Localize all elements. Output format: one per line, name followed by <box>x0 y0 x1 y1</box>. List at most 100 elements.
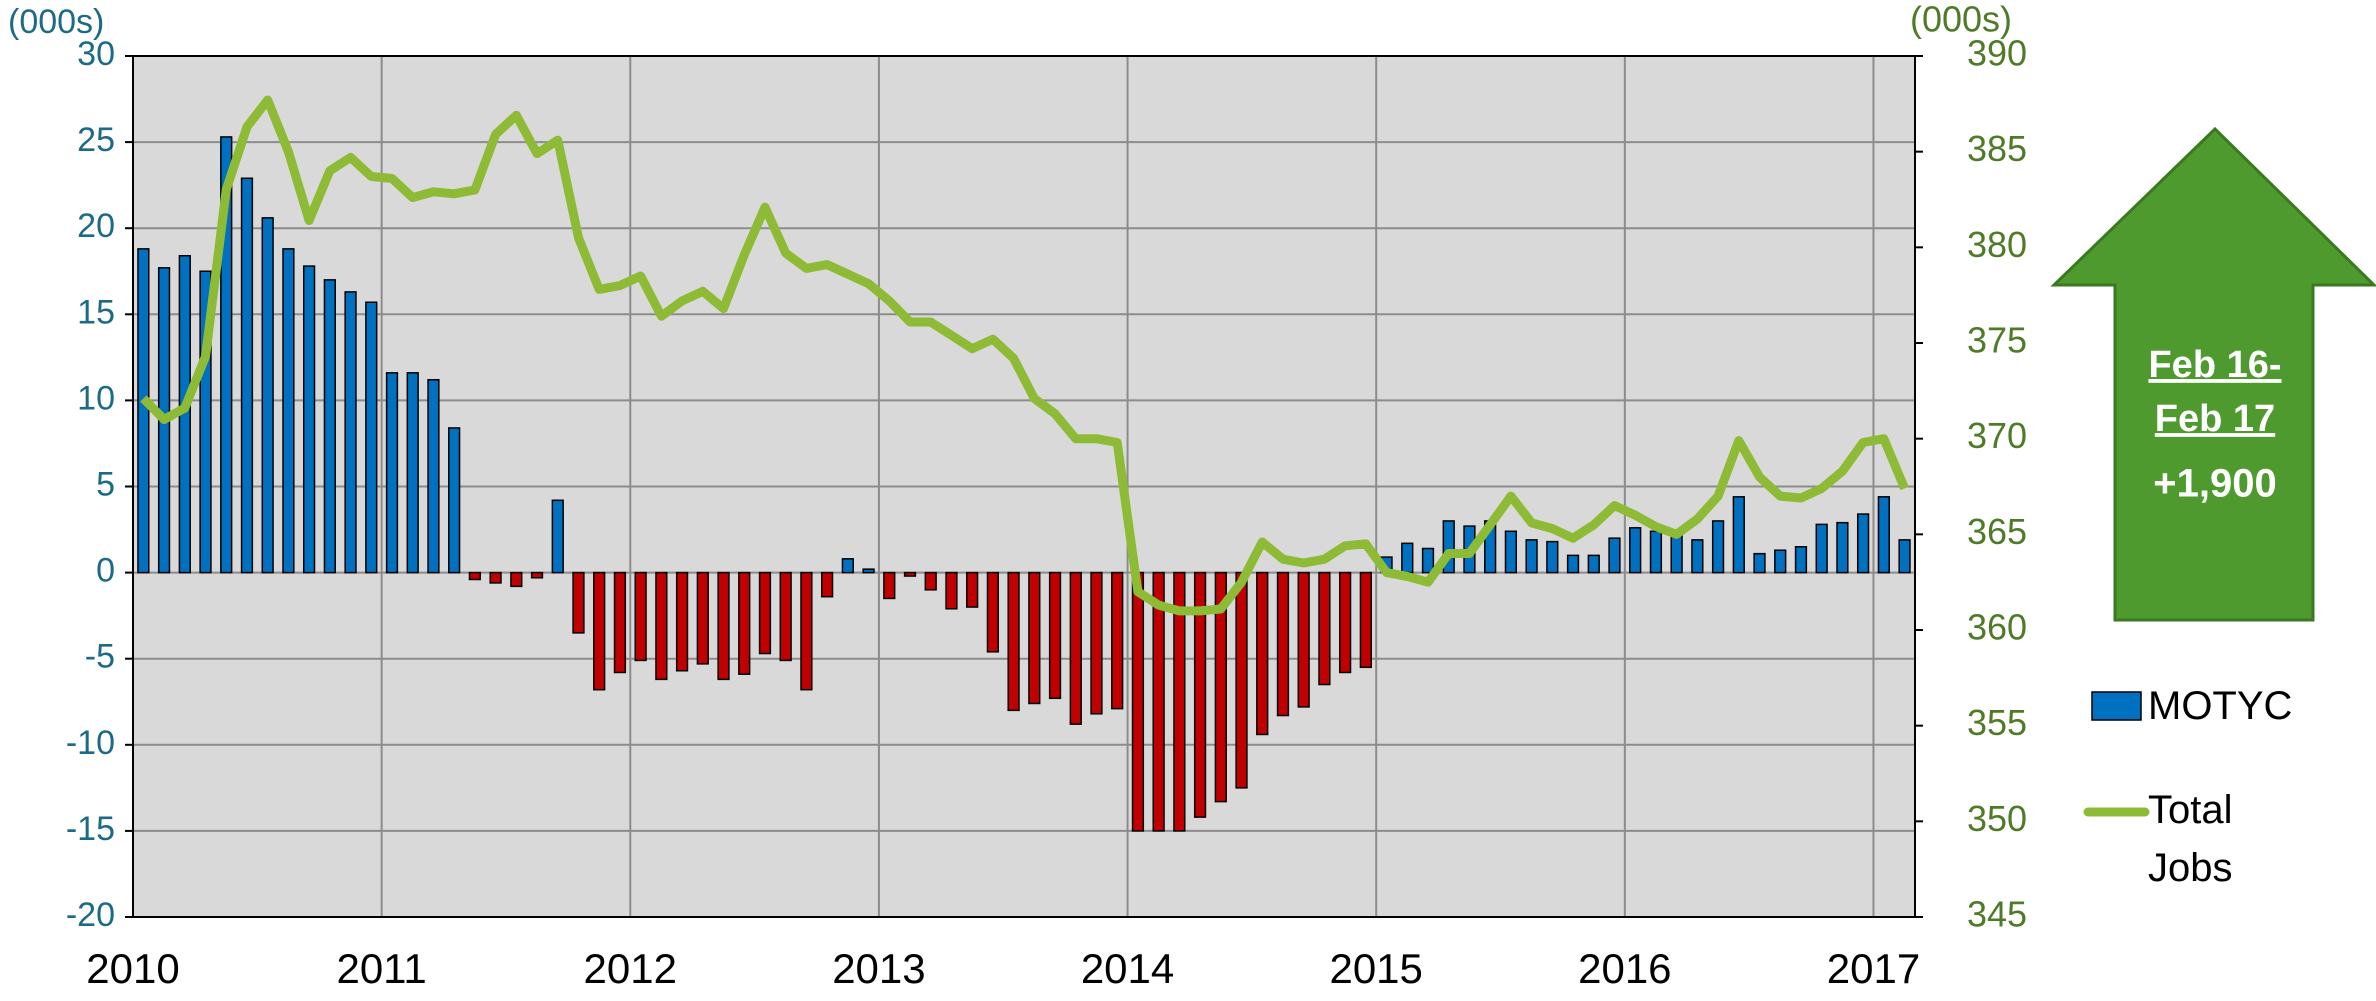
bar <box>1131 571 1145 832</box>
bar <box>240 177 254 574</box>
line <box>140 95 1909 616</box>
bar <box>1836 521 1849 574</box>
bar <box>593 571 606 691</box>
y2-tick-label: 385 <box>1967 128 2027 169</box>
bar <box>1898 539 1911 574</box>
bar <box>1111 571 1124 710</box>
bar <box>199 270 212 574</box>
bar <box>448 427 461 574</box>
x-tick-label: 2017 <box>1827 945 1920 992</box>
arrow <box>2050 126 2376 622</box>
bar <box>738 571 751 675</box>
bar <box>489 571 502 584</box>
y2-tick-label: 350 <box>1967 798 2027 839</box>
bar <box>1504 530 1518 574</box>
bar <box>883 571 896 600</box>
bar <box>1297 571 1310 708</box>
y-tick-label: 0 <box>96 552 115 590</box>
bar <box>1235 571 1248 789</box>
y-tick-label: 15 <box>77 293 115 331</box>
bar <box>779 571 792 662</box>
bar <box>344 291 357 574</box>
bar <box>1007 571 1020 712</box>
bar <box>1670 532 1683 574</box>
bar <box>1256 571 1269 736</box>
bar <box>1276 571 1290 717</box>
bar <box>758 571 772 655</box>
bar <box>1090 571 1103 715</box>
y2-tick-label: 355 <box>1967 702 2027 743</box>
bar <box>1048 571 1062 700</box>
y-tick-label: 10 <box>77 379 115 417</box>
bar <box>675 571 689 672</box>
bar <box>1753 552 1766 574</box>
y2-tick-label: 370 <box>1967 415 2027 456</box>
bar <box>261 217 274 574</box>
bar <box>1442 520 1455 574</box>
y2-tick-label: 380 <box>1967 224 2027 265</box>
legend-label: Total Jobs <box>2148 788 2233 890</box>
bar <box>1401 542 1414 574</box>
bar <box>1691 539 1704 574</box>
annotation: Feb 16- <box>2148 344 2281 386</box>
x-tick-label: 2011 <box>336 945 426 992</box>
bar <box>862 568 875 574</box>
y-tick-label: -10 <box>66 724 115 762</box>
bar <box>717 571 730 681</box>
y2-axis-label: (000s) <box>1910 0 2012 40</box>
bar <box>1028 571 1041 705</box>
bar <box>137 248 150 574</box>
bar <box>365 301 378 574</box>
bar <box>655 571 668 681</box>
bar <box>1649 530 1663 574</box>
bar <box>634 571 647 662</box>
bar <box>613 571 627 674</box>
x-tick-label: 2016 <box>1578 945 1671 992</box>
bar <box>1587 554 1600 574</box>
bar <box>1214 571 1227 803</box>
x-tick-label: 2015 <box>1329 945 1422 992</box>
y-axis-label: (000s) <box>8 3 104 41</box>
bar <box>945 571 958 610</box>
bar <box>530 571 544 579</box>
bar <box>385 372 399 574</box>
bar <box>1152 571 1165 832</box>
bar <box>1421 547 1435 574</box>
bar <box>1069 571 1082 725</box>
bar <box>302 265 316 574</box>
bar <box>406 372 419 574</box>
y-tick-label: -15 <box>66 810 115 848</box>
bar <box>841 558 854 574</box>
bar <box>572 571 585 634</box>
bar <box>1338 571 1352 674</box>
bar <box>427 378 440 574</box>
y-tick-label: 20 <box>77 207 115 245</box>
y-tick-label: -20 <box>66 896 115 934</box>
bar <box>1794 546 1808 574</box>
legend-label: MOTYC <box>2148 684 2293 728</box>
y2-tick-label: 360 <box>1967 607 2027 648</box>
y2-tick-label: 375 <box>1967 320 2027 361</box>
bar <box>820 571 834 598</box>
bar <box>220 136 233 574</box>
y2-tick-label: 345 <box>1967 894 2027 935</box>
bar <box>966 571 979 608</box>
annotation: Feb 17 <box>2155 398 2275 440</box>
annotation: +1,900 <box>2153 462 2276 506</box>
bar <box>1359 571 1372 669</box>
bar <box>1193 571 1207 818</box>
bar <box>1711 520 1725 574</box>
plot-border <box>132 55 1916 918</box>
bar <box>1877 496 1890 574</box>
x-tick-label: 2010 <box>86 945 179 992</box>
bar <box>1318 571 1331 686</box>
bar <box>924 571 937 591</box>
bar <box>1173 571 1186 832</box>
bar <box>1856 513 1870 574</box>
bar <box>1732 496 1745 574</box>
bar <box>800 571 813 691</box>
bar <box>1566 554 1580 574</box>
y2-tick-label: 390 <box>1967 33 2027 74</box>
